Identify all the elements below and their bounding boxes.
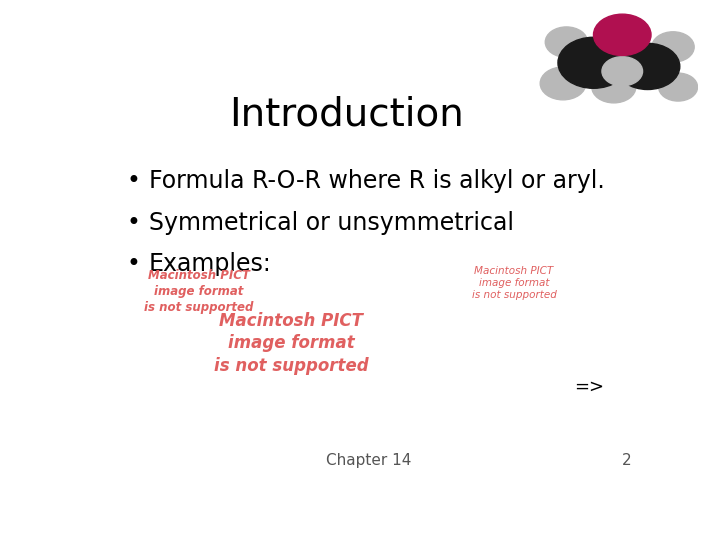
- Text: Macintosh PICT
image format
is not supported: Macintosh PICT image format is not suppo…: [214, 312, 368, 375]
- Text: Macintosh PICT
image format
is not supported: Macintosh PICT image format is not suppo…: [472, 266, 557, 300]
- Text: Chapter 14: Chapter 14: [326, 453, 412, 468]
- Circle shape: [659, 73, 698, 101]
- Circle shape: [602, 57, 642, 86]
- Text: Formula R-O-R where R is alkyl or aryl.: Formula R-O-R where R is alkyl or aryl.: [148, 169, 604, 193]
- Circle shape: [616, 43, 680, 90]
- Text: •: •: [126, 169, 140, 193]
- Circle shape: [592, 71, 636, 103]
- Text: •: •: [126, 252, 140, 276]
- Text: 2: 2: [621, 453, 631, 468]
- Text: Introduction: Introduction: [229, 96, 464, 134]
- Text: Macintosh PICT
image format
is not supported: Macintosh PICT image format is not suppo…: [144, 269, 253, 314]
- Circle shape: [593, 14, 651, 56]
- Circle shape: [540, 67, 586, 100]
- Text: Examples:: Examples:: [148, 252, 271, 276]
- Text: =>: =>: [575, 378, 604, 396]
- Text: •: •: [126, 211, 140, 235]
- Text: Symmetrical or unsymmetrical: Symmetrical or unsymmetrical: [148, 211, 513, 235]
- Circle shape: [545, 27, 588, 57]
- Circle shape: [558, 37, 629, 88]
- Circle shape: [652, 32, 694, 62]
